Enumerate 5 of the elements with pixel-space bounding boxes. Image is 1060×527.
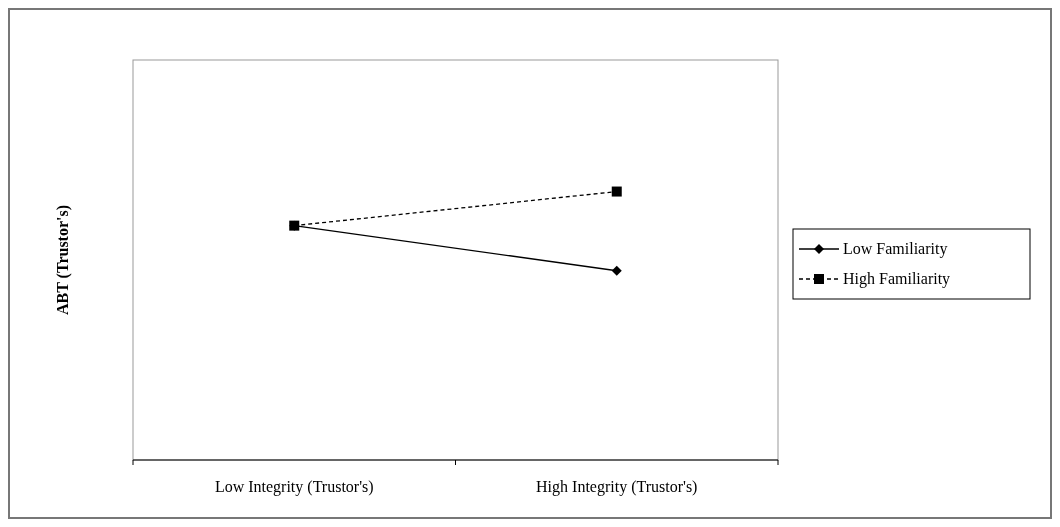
legend-label: High Familiarity: [843, 270, 951, 288]
y-axis-title: ABT (Trustor's): [54, 204, 72, 316]
x-tick-label: Low Integrity (Trustor's): [214, 478, 374, 496]
x-tick-label: High Integrity (Trustor's): [536, 478, 698, 496]
legend-label: Low Familiarity: [843, 240, 948, 258]
